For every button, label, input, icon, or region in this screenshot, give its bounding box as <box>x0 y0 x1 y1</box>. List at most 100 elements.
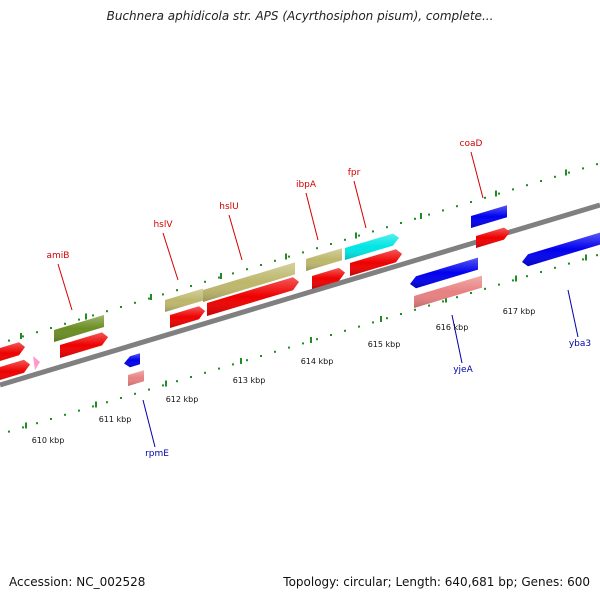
bottom-scale-tick <box>240 358 242 364</box>
bottom-scale-dot <box>288 346 290 349</box>
top-scale-dot <box>512 188 514 191</box>
gene-yba3-shade <box>522 232 600 267</box>
gene-coaD-pointer <box>470 151 484 199</box>
top-scale-dot <box>554 175 556 178</box>
cds-arrow-shade <box>207 277 299 316</box>
top-scale-dot <box>302 251 304 254</box>
top-scale-dot <box>456 205 458 208</box>
top-scale-dot <box>498 192 500 195</box>
top-scale-dot <box>232 272 234 275</box>
gene-yjeA-shade <box>414 275 482 308</box>
bottom-scale-dot <box>442 300 444 303</box>
top-scale-dot <box>540 180 542 182</box>
top-scale-dot <box>176 289 178 292</box>
top-scale-dot <box>260 264 262 266</box>
bottom-scale-dot <box>260 355 262 357</box>
scale-tick-label: 617 kbp <box>503 307 536 316</box>
bottom-scale-dot <box>568 262 570 265</box>
gene-rpmE-pointer <box>142 399 156 448</box>
bottom-scale-dot <box>176 380 178 383</box>
top-scale-tick <box>565 169 567 176</box>
top-scale-dot <box>78 318 80 321</box>
top-scale-dot <box>134 301 136 304</box>
top-scale-dot <box>22 335 24 338</box>
top-scale-tick <box>495 190 497 197</box>
scale-tick-label: 613 kbp <box>233 376 266 385</box>
top-scale-dot <box>92 314 94 317</box>
bottom-scale-dot <box>582 258 584 261</box>
gene-hslU-shade <box>203 262 295 302</box>
gene-amiB-shade <box>54 315 104 342</box>
gene-amiB-pointer <box>57 263 73 311</box>
bottom-scale-dot <box>190 376 192 378</box>
bottom-scale-dot <box>414 308 416 311</box>
gene-yba3-label: yba3 <box>569 339 591 349</box>
gene-coaD-label: coaD <box>460 139 483 149</box>
top-scale-tick <box>355 232 357 239</box>
bottom-scale-dot <box>36 422 38 425</box>
gene-hslU-label: hslU <box>219 202 238 212</box>
cds-arrow-shade <box>476 227 510 248</box>
bottom-scale-dot <box>498 283 500 286</box>
bottom-scale-dot <box>106 401 108 404</box>
bottom-scale-dot <box>120 397 122 399</box>
gene-hslV-label: hslV <box>153 220 173 230</box>
top-scale-dot <box>414 217 416 220</box>
top-scale-tick <box>150 294 152 300</box>
gene-yba3-pointer <box>567 289 579 338</box>
gene-rpmE-shade <box>128 370 144 386</box>
bottom-scale-dot <box>134 392 136 395</box>
bottom-scale-dot <box>386 317 388 320</box>
top-scale-dot <box>526 184 528 187</box>
bottom-scale-dot <box>428 304 430 307</box>
gene-rpmE-label: rpmE <box>145 449 169 459</box>
bottom-scale-tick <box>165 380 167 387</box>
top-scale-dot <box>428 213 430 216</box>
top-scale-dot <box>288 255 290 258</box>
gene-hslV-pointer <box>162 232 179 281</box>
cds-arrow-shade <box>350 249 402 276</box>
bottom-scale-dot <box>526 275 528 278</box>
bottom-scale-dot <box>92 405 94 408</box>
cds-arrow-shade <box>312 267 345 289</box>
top-scale-dot <box>358 234 360 237</box>
bottom-scale-dot <box>274 350 276 353</box>
top-scale-dot <box>246 268 248 271</box>
gene-yjeA-label: yjeA <box>453 365 473 375</box>
accession-label: Accession: NC_002528 <box>9 575 146 589</box>
top-scale-tick <box>20 333 22 339</box>
bottom-scale-tick <box>310 337 312 343</box>
gene-coaD-shade <box>471 205 507 228</box>
top-scale-dot <box>344 238 346 241</box>
map-title: Buchnera aphidicola str. APS (Acyrthosip… <box>106 9 494 23</box>
bottom-scale-dot <box>484 287 486 290</box>
bottom-scale-dot <box>330 334 332 336</box>
scale-tick-label: 610 kbp <box>32 436 65 445</box>
genome-summary: Topology: circular; Length: 640,681 bp; … <box>283 575 590 589</box>
cds-arrow-shade <box>170 306 205 328</box>
gene-yjeA-pointer <box>451 314 463 364</box>
bottom-scale-dot <box>540 271 542 273</box>
bottom-scale-tick <box>380 316 382 322</box>
top-scale-tick <box>220 273 222 279</box>
bottom-scale-dot <box>22 426 24 429</box>
gene-fpr-label: fpr <box>348 168 361 178</box>
top-scale-dot <box>316 247 318 250</box>
bottom-scale-dot <box>358 325 360 328</box>
top-scale-dot <box>106 310 108 313</box>
top-scale-dot <box>470 201 472 203</box>
bottom-scale-dot <box>50 418 52 420</box>
gene-hslV-shade <box>165 288 203 312</box>
bottom-scale-dot <box>372 321 374 324</box>
gene-fpr-pointer <box>353 180 367 229</box>
bottom-scale-dot <box>456 296 458 299</box>
top-scale-dot <box>582 167 584 170</box>
cds-arrow-shade <box>0 342 25 361</box>
bottom-scale-dot <box>162 384 164 387</box>
gene-ibpA-label: ibpA <box>296 180 317 190</box>
gene-fpr-shade <box>345 233 399 260</box>
scale-tick-label: 614 kbp <box>301 357 334 366</box>
top-scale-dot <box>596 163 598 166</box>
bottom-scale-dot <box>8 430 10 433</box>
